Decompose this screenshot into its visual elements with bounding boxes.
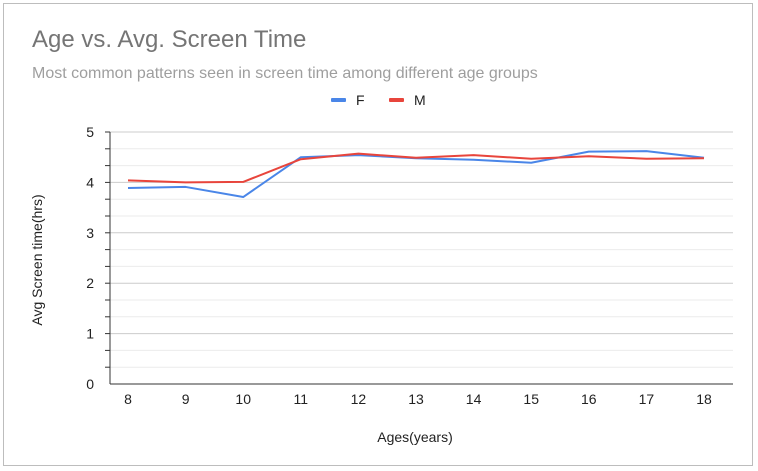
series-lines [127,150,705,199]
x-tick-label: 12 [351,391,367,407]
x-tick-label: 10 [235,391,251,407]
chart-subtitle: Most common patterns seen in screen time… [32,65,538,82]
axes [105,131,733,385]
grid-lines [110,131,733,368]
y-tick-label: 1 [86,326,94,342]
y-tick-label: 0 [86,376,94,392]
x-tick-label: 18 [696,391,712,407]
chart-container: Age vs. Avg. Screen Time Most common pat… [3,3,753,466]
y-tick-label: 2 [86,275,94,291]
x-tick-label: 15 [523,391,539,407]
legend-label-f: F [356,92,365,108]
x-tick-label: 8 [124,391,132,407]
x-tick-label: 14 [466,391,482,407]
series-line-m [127,152,705,184]
y-axis-title: Avg Screen time(hrs) [29,194,45,325]
x-tick-label: 13 [408,391,424,407]
x-tick-label: 11 [294,391,309,407]
legend-label-m: M [414,92,426,108]
x-axis-title: Ages(years) [377,429,452,445]
x-tick-label: 9 [182,391,190,407]
legend-swatch-m [389,98,404,102]
y-tick-label: 5 [86,124,94,140]
chart-title: Age vs. Avg. Screen Time [32,26,307,53]
y-tick-label: 4 [86,174,94,190]
y-tick-label: 3 [86,225,94,241]
x-tick-label: 16 [581,391,597,407]
x-tick-label: 17 [639,391,655,407]
legend-swatch-f [331,98,346,102]
